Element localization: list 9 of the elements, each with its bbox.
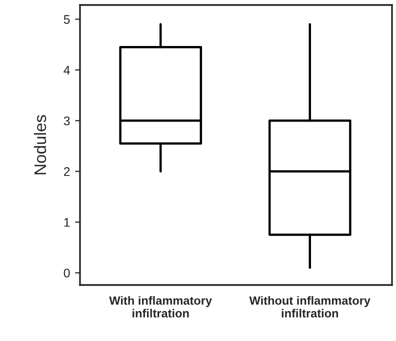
y-tick-label: 5 <box>64 15 70 24</box>
x-tick-label: Without inflammatory infiltration <box>249 296 370 318</box>
x-tick-label: With inflammatory infiltration <box>109 296 212 318</box>
y-tick-label: 1 <box>64 218 70 227</box>
y-tick-label: 3 <box>64 116 70 126</box>
y-tick-label: 4 <box>64 66 70 74</box>
y-tick-label: 0 <box>64 268 70 278</box>
y-axis-title: Nodules <box>34 115 46 174</box>
y-tick-label: 2 <box>64 167 70 176</box>
